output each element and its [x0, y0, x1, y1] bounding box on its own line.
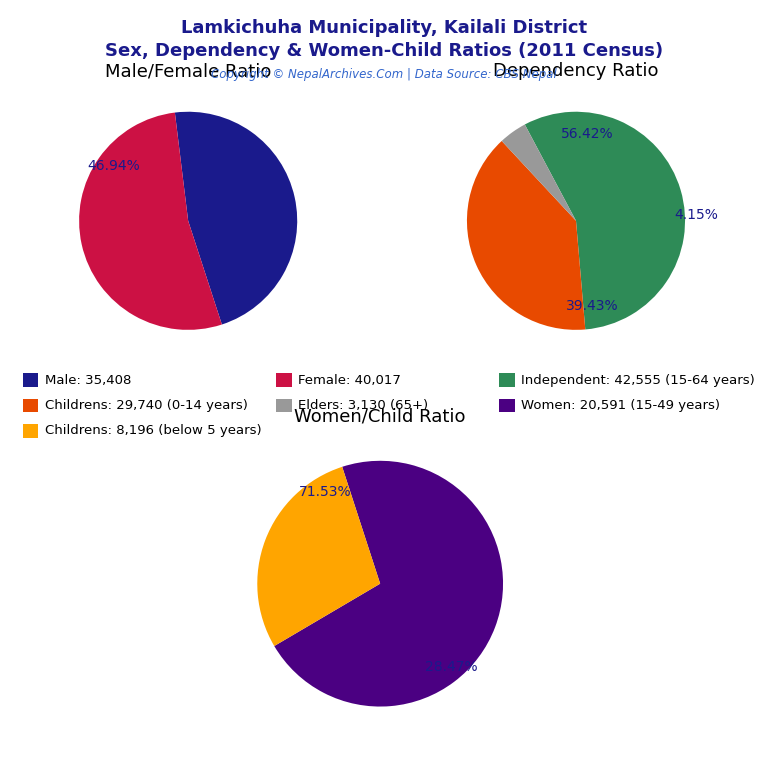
Text: Women: 20,591 (15-49 years): Women: 20,591 (15-49 years) [521, 399, 720, 412]
Wedge shape [79, 113, 222, 329]
Text: Female: 40,017: Female: 40,017 [298, 374, 401, 386]
Text: Lamkichuha Municipality, Kailali District: Lamkichuha Municipality, Kailali Distric… [181, 19, 587, 37]
Title: Male/Female Ratio: Male/Female Ratio [105, 62, 271, 80]
Text: Childrens: 8,196 (below 5 years): Childrens: 8,196 (below 5 years) [45, 425, 261, 437]
Wedge shape [525, 112, 685, 329]
Title: Dependency Ratio: Dependency Ratio [493, 62, 659, 80]
Text: Elders: 3,130 (65+): Elders: 3,130 (65+) [298, 399, 428, 412]
Wedge shape [274, 461, 503, 707]
Text: 53.06%: 53.06% [219, 281, 271, 296]
Text: Independent: 42,555 (15-64 years): Independent: 42,555 (15-64 years) [521, 374, 754, 386]
Wedge shape [257, 467, 380, 646]
Text: 39.43%: 39.43% [566, 299, 619, 313]
Text: Male: 35,408: Male: 35,408 [45, 374, 131, 386]
Text: 56.42%: 56.42% [561, 127, 613, 141]
Text: 28.47%: 28.47% [425, 660, 478, 674]
Text: Childrens: 29,740 (0-14 years): Childrens: 29,740 (0-14 years) [45, 399, 247, 412]
Wedge shape [467, 141, 585, 329]
Text: 71.53%: 71.53% [299, 485, 351, 498]
Text: Sex, Dependency & Women-Child Ratios (2011 Census): Sex, Dependency & Women-Child Ratios (20… [105, 42, 663, 60]
Wedge shape [502, 124, 576, 221]
Text: Copyright © NepalArchives.Com | Data Source: CBS Nepal: Copyright © NepalArchives.Com | Data Sou… [211, 68, 557, 81]
Title: Women/Child Ratio: Women/Child Ratio [294, 408, 466, 425]
Text: 46.94%: 46.94% [88, 159, 141, 174]
Text: 4.15%: 4.15% [674, 208, 718, 223]
Wedge shape [175, 112, 297, 325]
